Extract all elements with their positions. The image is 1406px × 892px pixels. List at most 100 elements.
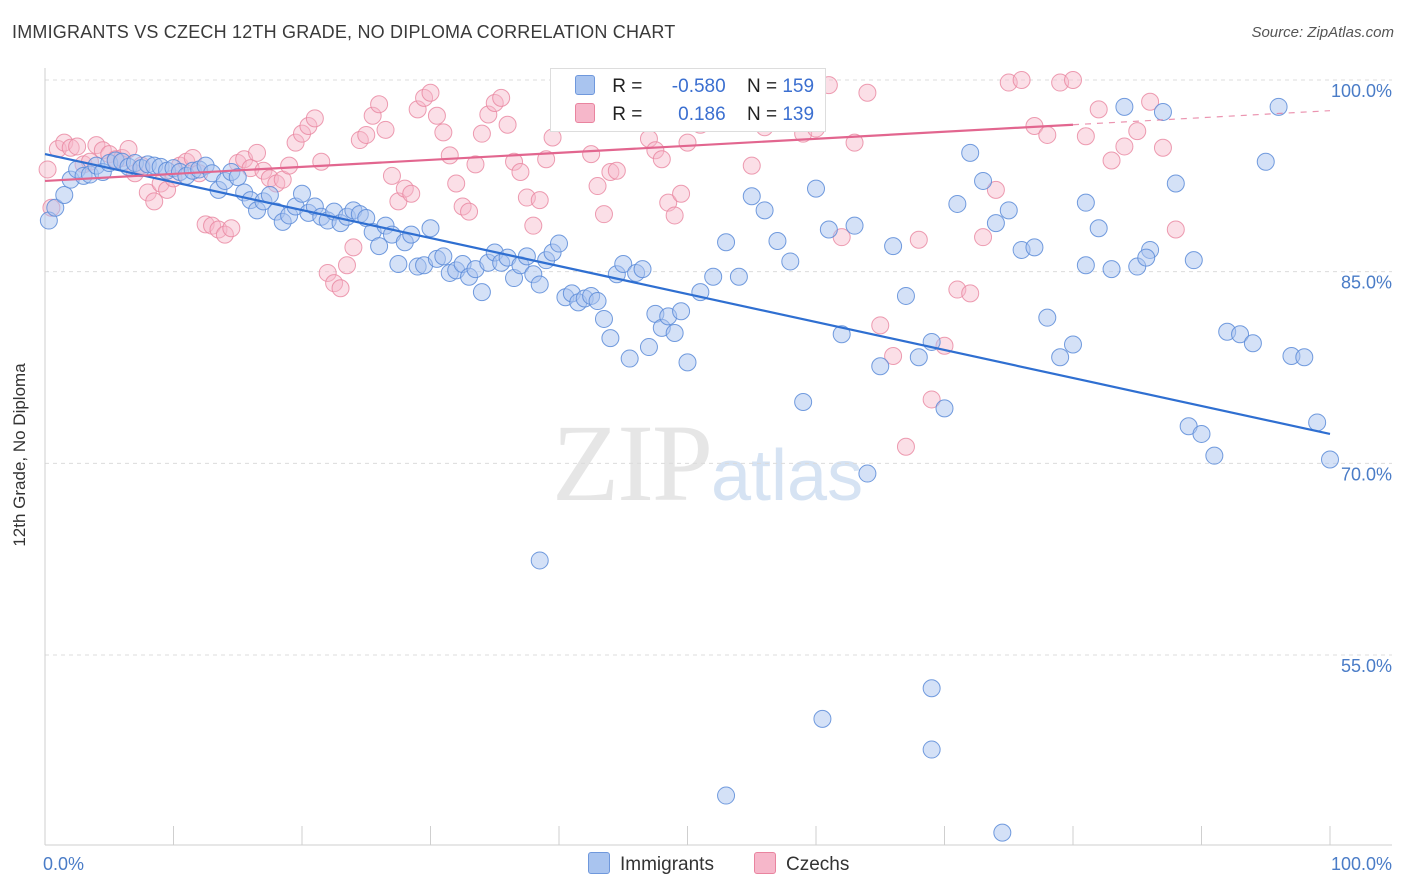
immigrants-point xyxy=(1166,174,1185,193)
czechs-point xyxy=(286,133,305,152)
immigrants-point xyxy=(639,338,658,357)
immigrants-point xyxy=(1089,219,1108,238)
correlation-legend: R = -0.580 N = 159 R = 0.186 N = 139 xyxy=(550,68,826,132)
czechs-point xyxy=(498,115,517,134)
czechs-point xyxy=(1064,71,1082,89)
legend-n-label: N = xyxy=(746,76,778,97)
czechs-point xyxy=(652,150,671,169)
immigrants-point xyxy=(421,219,440,238)
immigrants-point xyxy=(1243,334,1262,353)
y-tick-label: 100.0% xyxy=(1331,81,1392,101)
immigrants-point xyxy=(228,168,247,187)
immigrants-point xyxy=(858,464,877,483)
trend-lines xyxy=(44,110,1331,436)
y-tick-label: 70.0% xyxy=(1341,464,1392,484)
immigrants-point xyxy=(550,234,568,253)
immigrants-point xyxy=(370,237,389,256)
immigrants-point xyxy=(807,179,825,198)
immigrants-point xyxy=(1076,256,1095,275)
immigrants-point xyxy=(896,286,915,305)
immigrants-point xyxy=(755,201,774,220)
czechs-point xyxy=(427,106,446,125)
legend-r-value: -0.580 xyxy=(671,76,726,97)
immigrants-point xyxy=(1192,424,1211,443)
czechs-point xyxy=(312,152,331,171)
czechs-point xyxy=(871,316,890,335)
immigrants-point xyxy=(601,329,620,348)
czechs-point xyxy=(479,105,498,124)
immigrants-point xyxy=(389,255,408,273)
legend-r-label: R = xyxy=(612,104,643,125)
immigrants-point xyxy=(1025,238,1044,257)
x-tick-label: 0.0% xyxy=(43,854,84,874)
immigrants-point xyxy=(434,247,453,266)
immigrants-point xyxy=(293,184,311,203)
watermark-atlas: atlas xyxy=(711,436,864,516)
czechs-point xyxy=(530,191,549,210)
czechs-point xyxy=(293,124,311,143)
immigrants-legend-swatch xyxy=(588,852,610,874)
czechs-point xyxy=(582,145,601,164)
source-label: Source: ZipAtlas.com xyxy=(1251,24,1394,41)
immigrants-point xyxy=(1295,348,1314,367)
chart-title: IMMIGRANTS VS CZECH 12TH GRADE, NO DIPLO… xyxy=(12,22,676,42)
czechs-point xyxy=(1141,92,1160,111)
czechs-point xyxy=(1089,100,1108,119)
czechs-point xyxy=(588,177,607,196)
immigrants-point xyxy=(1115,97,1134,116)
czechs-point xyxy=(896,437,915,456)
czechs-point xyxy=(884,347,903,365)
czechs-point xyxy=(524,216,543,235)
immigrants-point xyxy=(472,283,491,302)
immigrants-point xyxy=(614,255,633,273)
czechs-point xyxy=(845,133,864,152)
czechs-legend-label: Czechs xyxy=(786,854,850,875)
legend-n-label: N = xyxy=(746,104,778,125)
czechs-point xyxy=(248,143,267,162)
czechs-point xyxy=(376,120,395,139)
czechs-swatch xyxy=(575,103,595,123)
czechs-point xyxy=(505,152,524,171)
immigrants-point xyxy=(999,201,1018,220)
czechs-point xyxy=(215,225,234,244)
immigrants-point xyxy=(1064,335,1082,354)
immigrants-point xyxy=(1137,248,1156,267)
immigrants-point xyxy=(832,325,851,344)
immigrants-swatch xyxy=(575,75,595,95)
immigrants-point xyxy=(704,267,723,286)
immigrants-point xyxy=(1308,413,1327,432)
immigrants-point xyxy=(909,348,928,367)
bottom-legend-czechs: Czechs xyxy=(754,852,849,876)
czechs-point xyxy=(61,138,80,157)
czechs-point xyxy=(337,256,356,275)
immigrants-point xyxy=(517,247,536,266)
immigrants-point xyxy=(813,709,832,728)
czechs-point xyxy=(421,83,440,102)
czechs-point xyxy=(646,141,665,160)
watermark: ZIPatlas xyxy=(552,400,863,527)
czechs-point xyxy=(909,230,928,249)
immigrants-point xyxy=(922,740,941,759)
czechs-point xyxy=(1076,127,1095,146)
immigrants-point xyxy=(729,267,748,286)
czechs-point xyxy=(961,284,980,303)
czechs-point xyxy=(280,156,299,175)
immigrants-point xyxy=(1076,193,1095,212)
czechs-point xyxy=(472,124,491,143)
immigrants-point xyxy=(717,233,736,252)
czechs-point xyxy=(305,109,324,128)
axes xyxy=(44,68,1392,846)
czechs-point xyxy=(440,146,459,165)
czechs-point xyxy=(68,137,87,156)
immigrants-point xyxy=(884,237,903,256)
legend-row-immigrants: R = -0.580 N = 159 xyxy=(575,75,814,98)
czechs-point xyxy=(665,206,684,225)
czechs-point xyxy=(408,100,427,119)
immigrants-point xyxy=(672,302,691,321)
czechs-point xyxy=(986,180,1005,199)
immigrants-point xyxy=(717,786,736,805)
czechs-point xyxy=(511,163,530,181)
immigrants-point xyxy=(819,220,838,239)
czechs-point xyxy=(370,95,389,114)
